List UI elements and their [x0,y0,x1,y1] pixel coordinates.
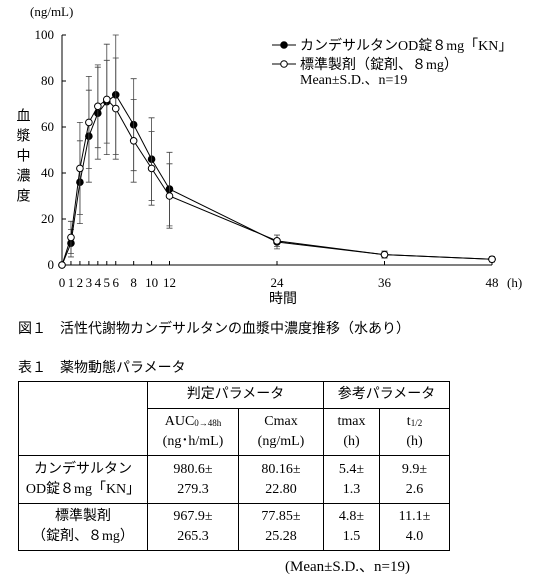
cell-sd: 2.6 [405,481,424,497]
data-point [380,250,389,259]
row-label: 標準製剤 （錠剤、８mg） [18,503,148,551]
x-tick-label: 2 [77,275,84,290]
column-main: tmax [337,414,366,429]
data-point [165,192,174,200]
data-point [58,261,66,269]
cell-mean: 980.6± [173,461,213,477]
y-label: 血漿中濃度 [15,108,31,208]
column-header: AUC0→48h (ng･h/mL) [147,408,239,456]
x-unit: (h) [507,275,522,290]
cell-mean: 9.9± [401,461,428,477]
x-tick-label: 8 [130,275,137,290]
x-label: 時間 [269,291,297,307]
cell: 77.85± 25.28 [238,503,324,551]
data-point [94,102,102,111]
cell-sd: 279.3 [177,481,209,497]
data-point [111,104,120,113]
x-tick-label: 24 [271,275,285,290]
cell-mean: 4.8± [338,509,365,524]
x-tick-label: 48 [486,275,499,290]
cell-mean: 80.16± [261,461,301,477]
column-main: AUC [164,414,195,429]
x-tick-label: 10 [145,275,158,290]
cell: 5.4± 1.3 [323,455,380,504]
group-header: 判定パラメータ [147,381,324,409]
chart: (ng/mL) 血漿中濃度 時間 (h) Mean±S.D.、n=19 0204… [15,4,523,307]
row-label-line: （錠剤、８mg） [32,529,134,544]
cell-mean: 967.9± [173,509,213,524]
y-tick-label: 100 [35,27,55,42]
cell-mean: 11.1± [398,509,431,524]
column-unit: (h) [343,434,360,449]
data-point [273,237,281,245]
column-sub: 1/2 [410,418,423,428]
pk-table: 判定パラメータ 参考パラメータ AUC0→48h (ng･h/mL) Cmax (n… [18,381,450,551]
data-point [85,118,93,127]
cell-sd: 1.5 [342,529,361,544]
column-unit: (h) [406,434,423,449]
x-tick-label: 1 [68,275,75,290]
legend-note: Mean±S.D.、n=19 [300,73,407,88]
group-header: 参考パラメータ [323,381,450,409]
y-tick-label: 0 [48,257,55,272]
y-tick-label: 20 [41,211,54,226]
data-point [76,164,84,173]
column-unit: (ng/mL) [257,434,305,449]
row-label-line: OD錠８mg「KN」 [25,481,141,497]
column-header: Cmax (ng/mL) [238,408,324,456]
cell-mean: 77.85± [261,509,301,524]
column-header: t1/2 (h) [379,408,450,456]
cell-sd: 25.28 [265,529,297,544]
cell-sd: 4.0 [405,529,424,544]
column-unit: (ng･h/mL) [162,434,224,449]
legend-marker [280,41,288,49]
legend-marker [280,60,288,68]
row-label-line: カンデサルタン [34,461,132,477]
x-tick-label: 6 [113,275,120,290]
cell-sd: 22.80 [265,481,297,497]
row-label-line: 標準製剤 [55,509,111,524]
data-point [147,164,156,173]
x-tick-label: 3 [86,275,93,290]
x-tick-label: 36 [378,275,392,290]
y-unit: (ng/mL) [30,4,73,19]
data-point [67,233,75,242]
cell: 9.9± 2.6 [379,455,450,504]
y-tick-label: 40 [41,165,54,180]
cell-sd: 265.3 [177,529,209,544]
x-tick-label: 12 [163,275,176,290]
data-point [488,255,496,264]
data-point [102,95,111,104]
cell: 4.8± 1.5 [323,503,380,551]
column-sub: 0→48h [194,418,222,428]
column-main: t [406,414,411,429]
column-main: Cmax [264,414,298,429]
corner-cell [18,381,148,456]
data-point [129,137,138,145]
legend-label: カンデサルタンOD錠８mg「KN」 [300,37,512,54]
x-tick-label: 4 [95,275,102,290]
column-header: tmax (h) [323,408,380,456]
table-note: (Mean±S.D.、n=19) [285,559,411,575]
y-tick-label: 60 [41,119,54,134]
x-tick-label: 5 [104,275,111,290]
cell: 11.1± 4.0 [379,503,450,551]
cell-mean: 5.4± [338,461,365,477]
y-tick-label: 80 [41,73,54,88]
row-label: カンデサルタン OD錠８mg「KN」 [18,455,148,504]
legend-label: 標準製剤（錠剤、８mg） [300,57,458,73]
table-title: 表１ 薬物動態パラメータ [18,361,186,376]
cell: 980.6± 279.3 [147,455,239,504]
cell: 80.16± 22.80 [238,455,324,504]
figure-caption: 図１ 活性代謝物カンデサルタンの血漿中濃度推移（水あり） [18,322,410,337]
cell: 967.9± 265.3 [147,503,239,551]
cell-sd: 1.3 [342,481,361,497]
x-tick-label: 0 [59,275,66,290]
